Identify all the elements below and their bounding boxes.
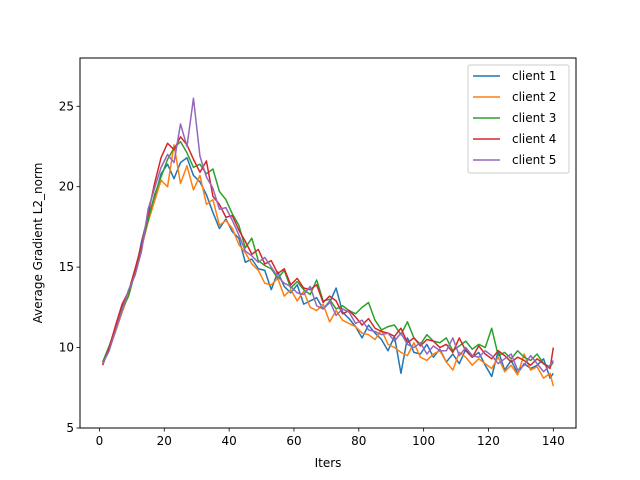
legend-label-1: client 1 bbox=[512, 69, 556, 83]
y-tick-label: 20 bbox=[59, 180, 74, 194]
legend: client 1 client 2 client 3 client 4 client 5 bbox=[467, 64, 570, 174]
x-tick-label: 40 bbox=[221, 434, 236, 448]
x-axis: 0 20 40 60 80 100 120 140 bbox=[96, 428, 565, 448]
y-tick-label: 15 bbox=[59, 260, 74, 274]
x-tick-label: 60 bbox=[286, 434, 301, 448]
y-axis: 5 10 15 20 25 bbox=[59, 99, 80, 435]
x-axis-label: Iters bbox=[315, 456, 342, 470]
series-line-2 bbox=[102, 144, 555, 387]
legend-label-3: client 3 bbox=[512, 111, 556, 125]
legend-label-4: client 4 bbox=[512, 132, 556, 146]
x-tick-label: 100 bbox=[412, 434, 435, 448]
legend-label-2: client 2 bbox=[512, 90, 556, 104]
series-line-5 bbox=[102, 97, 554, 373]
y-tick-label: 10 bbox=[59, 341, 74, 355]
x-tick-label: 0 bbox=[96, 434, 104, 448]
x-tick-label: 140 bbox=[542, 434, 565, 448]
series-lines bbox=[101, 97, 555, 387]
x-tick-label: 80 bbox=[351, 434, 366, 448]
legend-label-5: client 5 bbox=[512, 153, 556, 167]
y-axis-label: Average Gradient L2_norm bbox=[31, 163, 45, 324]
plot-frame bbox=[79, 57, 577, 429]
series-line-3 bbox=[101, 140, 554, 368]
legend-box bbox=[467, 64, 570, 174]
x-tick-label: 20 bbox=[157, 434, 172, 448]
x-tick-label: 120 bbox=[477, 434, 500, 448]
y-tick-label: 25 bbox=[59, 99, 74, 113]
y-tick-label: 5 bbox=[66, 421, 74, 435]
